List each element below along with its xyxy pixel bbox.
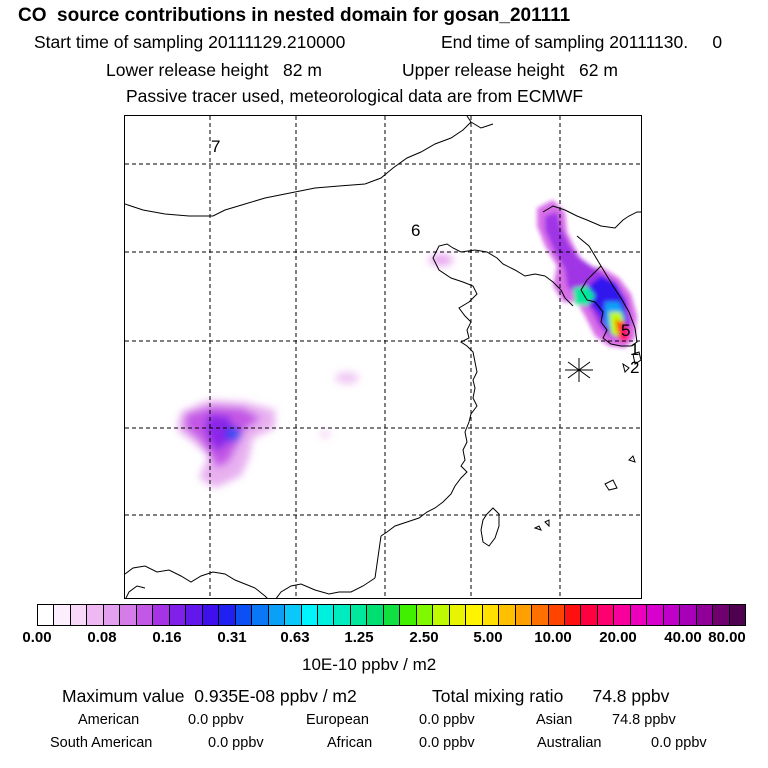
region-label-6: 6: [411, 221, 421, 240]
color-swatch-38: [663, 605, 681, 625]
scale-label-3: 0.31: [217, 629, 247, 646]
scale-label-4: 0.63: [280, 629, 310, 646]
scale-unit: 10E-10 ppbv / m2: [302, 655, 437, 674]
region-name-south-american: South American: [50, 735, 153, 751]
scale-label-7: 5.00: [473, 629, 503, 646]
scale-label-11: 80.00: [708, 629, 746, 646]
color-swatch-33: [581, 605, 598, 625]
color-swatch-24: [433, 605, 450, 625]
color-swatch-21: [383, 605, 401, 625]
scale-label-1: 0.08: [87, 629, 117, 646]
color-swatch-9: [186, 605, 203, 625]
max-value: Maximum value 0.935E-08 ppbv / m2: [62, 686, 357, 706]
lower-release-height: Lower release height 82 m: [106, 60, 322, 80]
region-label-5: 5: [621, 321, 631, 340]
color-swatch-4: [103, 605, 121, 625]
region-label-7: 7: [211, 137, 221, 156]
color-swatch-14: [268, 605, 286, 625]
sampling-end: End time of sampling 20111130. 0: [441, 32, 723, 52]
color-swatch-11: [219, 605, 236, 625]
color-swatch-8: [169, 605, 187, 625]
map-grid: [125, 116, 641, 598]
color-swatch-42: [729, 605, 746, 625]
region-value-african: 0.0 ppbv: [419, 735, 475, 751]
region-value-australian: 0.0 ppbv: [651, 735, 707, 751]
map-canvas: [125, 116, 641, 598]
color-swatch-35: [614, 605, 631, 625]
region-value-asian: 74.8 ppbv: [612, 712, 676, 728]
region-label-1: 1: [630, 340, 640, 359]
color-swatch-10: [202, 605, 220, 625]
upper-release-height: Upper release height 62 m: [402, 60, 618, 80]
color-swatch-34: [597, 605, 615, 625]
color-swatch-15: [285, 605, 302, 625]
total-mixing-ratio: Total mixing ratio 74.8 ppbv: [432, 686, 670, 706]
region-value-south-american: 0.0 ppbv: [208, 735, 264, 751]
color-swatch-39: [680, 605, 697, 625]
color-swatch-40: [696, 605, 714, 625]
scale-label-5: 1.25: [344, 629, 374, 646]
color-swatch-12: [235, 605, 253, 625]
region-name-european: European: [306, 712, 369, 728]
concentration-map: 7 6 5 1 2: [124, 115, 642, 599]
scale-label-9: 20.00: [599, 629, 637, 646]
color-swatch-6: [136, 605, 154, 625]
plume-west: [177, 400, 275, 488]
color-swatch-18: [334, 605, 351, 625]
color-swatch-19: [350, 605, 368, 625]
color-swatch-28: [499, 605, 516, 625]
color-swatch-23: [416, 605, 434, 625]
color-swatch-36: [630, 605, 648, 625]
scale-label-6: 2.50: [409, 629, 439, 646]
color-scale-bar: [37, 604, 746, 626]
scale-label-0: 0.00: [22, 629, 52, 646]
color-swatch-2: [70, 605, 88, 625]
plume-small-west: [319, 254, 453, 438]
scale-label-8: 10.00: [534, 629, 572, 646]
color-swatch-29: [515, 605, 533, 625]
color-swatch-30: [532, 605, 549, 625]
region-value-european: 0.0 ppbv: [419, 712, 475, 728]
receptor-marker: [565, 358, 593, 382]
color-swatch-7: [153, 605, 170, 625]
color-swatch-31: [548, 605, 565, 625]
color-swatch-22: [400, 605, 417, 625]
color-swatch-41: [713, 605, 730, 625]
color-swatch-25: [449, 605, 467, 625]
color-swatch-5: [120, 605, 137, 625]
color-swatch-32: [565, 605, 582, 625]
scale-label-10: 40.00: [664, 629, 702, 646]
coastlines: [125, 116, 641, 598]
scale-label-2: 0.16: [152, 629, 182, 646]
color-swatch-1: [54, 605, 71, 625]
region-name-american: American: [78, 712, 140, 728]
sampling-start: Start time of sampling 20111129.210000: [34, 32, 346, 52]
color-swatch-27: [482, 605, 500, 625]
region-name-african: African: [327, 735, 373, 751]
figure-title: CO source contributions in nested domain…: [18, 5, 571, 26]
color-swatch-17: [317, 605, 335, 625]
region-name-australian: Australian: [537, 735, 602, 751]
region-label-2: 2: [630, 358, 640, 377]
region-value-american: 0.0 ppbv: [188, 712, 244, 728]
color-swatch-37: [647, 605, 664, 625]
color-swatch-3: [87, 605, 104, 625]
color-swatch-13: [252, 605, 269, 625]
color-swatch-26: [466, 605, 483, 625]
color-swatch-16: [301, 605, 318, 625]
tracer-note: Passive tracer used, meteorological data…: [126, 86, 584, 106]
color-swatch-0: [38, 605, 55, 625]
plume-northeast: [537, 200, 637, 348]
region-name-asian: Asian: [536, 712, 573, 728]
color-swatch-20: [367, 605, 384, 625]
